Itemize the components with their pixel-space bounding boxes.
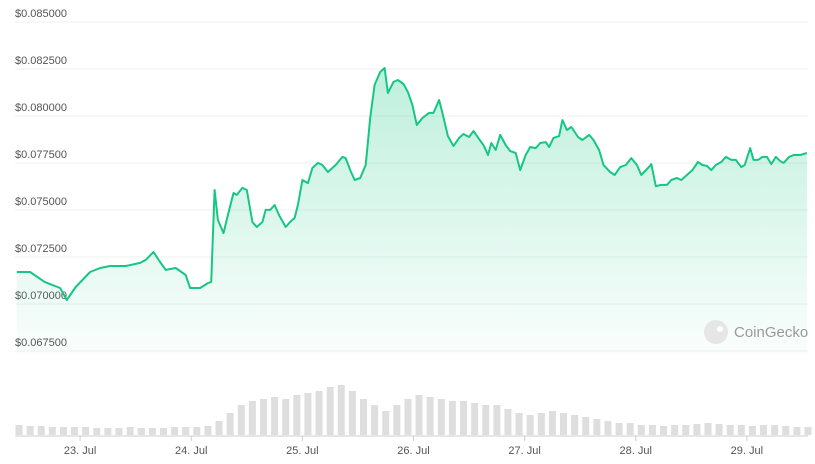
watermark: CoinGecko (704, 320, 808, 344)
volume-bar (115, 428, 123, 435)
y-tick-label: $0.072500 (15, 243, 67, 255)
price-line (16, 67, 808, 301)
volume-bar (493, 405, 501, 435)
volume-bar (748, 426, 756, 435)
volume-bar (59, 427, 67, 435)
watermark-logo (704, 320, 728, 344)
volume-bar (382, 411, 390, 435)
volume-bar (448, 401, 456, 435)
volume-bar (293, 395, 301, 435)
y-tick-label: $0.085000 (15, 8, 67, 20)
volume-bar (460, 401, 468, 435)
y-tick-label: $0.080000 (15, 102, 67, 114)
volume-bar (671, 425, 679, 435)
volume-bar (93, 428, 101, 435)
x-tick-label: 24. Jul (175, 445, 207, 457)
volume-bar (104, 428, 112, 435)
watermark-text: CoinGecko (734, 324, 808, 341)
volume-bar (37, 426, 45, 435)
volume-bar (437, 399, 445, 435)
x-tick-label: 25. Jul (286, 445, 318, 457)
volume-bar (604, 421, 612, 435)
volume-bar (71, 427, 79, 435)
volume-bar (704, 423, 712, 435)
volume-bar (415, 395, 423, 435)
volume-bar (793, 427, 801, 435)
y-tick-label: $0.077500 (15, 149, 67, 161)
volume-bar (637, 425, 645, 435)
volume-bar (571, 415, 579, 435)
volume-bar (204, 426, 212, 435)
volume-bar (715, 424, 723, 435)
x-tick-label: 26. Jul (397, 445, 429, 457)
volume-bar (282, 399, 290, 435)
volume-bar (182, 427, 190, 435)
volume-bar (560, 413, 568, 435)
volume-bar (26, 426, 34, 435)
volume-bar (82, 427, 90, 435)
volume-bar (771, 425, 779, 435)
volume-bar (126, 427, 134, 435)
volume-bar (348, 391, 356, 435)
volume-bar (404, 399, 412, 435)
volume-bar (726, 425, 734, 435)
volume-bar (526, 415, 534, 435)
volume-bar (626, 423, 634, 435)
volume-bar (304, 393, 312, 435)
volume-bar (760, 425, 768, 435)
volume-bar (693, 424, 701, 435)
volume-bar (593, 419, 601, 435)
volume-bar (515, 413, 523, 435)
volume-bar (159, 428, 167, 435)
volume-bar (15, 425, 23, 435)
volume-bar (471, 403, 479, 435)
x-tick-label: 23. Jul (64, 445, 96, 457)
price-area (16, 68, 807, 355)
volume-bar (148, 428, 156, 435)
volume-bar (326, 387, 334, 435)
volume-bar (548, 411, 556, 435)
volume-bar (371, 405, 379, 435)
volume-bar (237, 405, 245, 435)
volume-bar (648, 425, 656, 435)
volume-bar (426, 397, 434, 435)
volume-bar (359, 399, 367, 435)
volume-bar (682, 425, 690, 435)
volume-bar (737, 425, 745, 435)
volume-bar (259, 399, 267, 435)
volume-bar (315, 391, 323, 435)
volume-bar (482, 405, 490, 435)
volume-bar (171, 427, 179, 435)
watermark-logo-eye (717, 326, 723, 332)
volume-bar (537, 413, 545, 435)
x-tick-label: 29. Jul (731, 445, 763, 457)
y-tick-label: $0.075000 (15, 196, 67, 208)
volume-bar (271, 397, 279, 435)
volume-bar (226, 413, 234, 435)
volume-bar (615, 423, 623, 435)
volume-bar (582, 417, 590, 435)
volume-bar (248, 401, 256, 435)
volume-bar (782, 426, 790, 435)
volume-bar (337, 385, 345, 435)
volume-bar (215, 421, 223, 435)
x-tick-label: 27. Jul (508, 445, 540, 457)
volume-bar (393, 405, 401, 435)
y-tick-label: $0.082500 (15, 55, 67, 67)
volume-bar (48, 427, 56, 435)
volume-bar (804, 427, 812, 435)
volume-bar (504, 409, 512, 435)
volume-bar (193, 427, 201, 435)
x-tick-label: 28. Jul (620, 445, 652, 457)
volume-bar (137, 428, 145, 435)
volume-bar (660, 426, 668, 435)
